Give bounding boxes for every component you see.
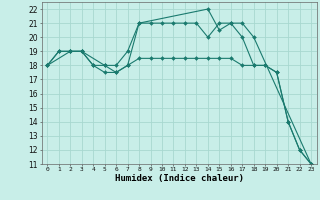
X-axis label: Humidex (Indice chaleur): Humidex (Indice chaleur) bbox=[115, 174, 244, 183]
